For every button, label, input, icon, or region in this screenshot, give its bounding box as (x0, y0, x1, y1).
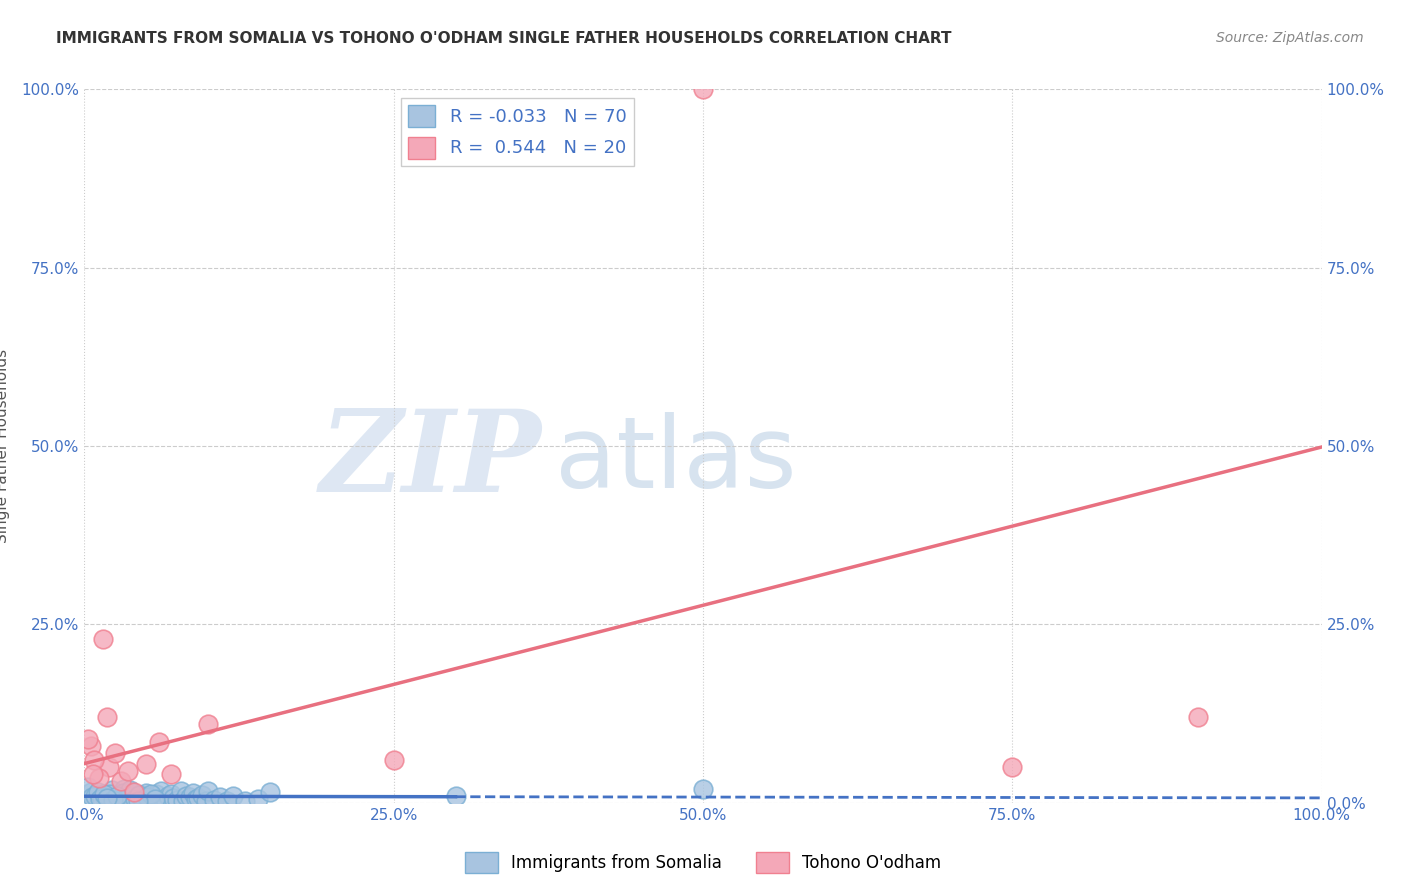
Text: atlas: atlas (554, 412, 796, 508)
Legend: R = -0.033   N = 70, R =  0.544   N = 20: R = -0.033 N = 70, R = 0.544 N = 20 (401, 98, 634, 166)
Point (80, 790, 103, 805)
Point (136, 790, 159, 805)
Point (115, 791, 138, 805)
Point (1187, 710, 1209, 724)
Point (98, 787, 121, 801)
Point (111, 786, 134, 800)
Point (120, 783, 142, 797)
Point (170, 784, 193, 798)
Point (128, 788, 150, 802)
Point (100, 783, 122, 797)
Point (108, 789, 131, 803)
Point (209, 790, 232, 805)
Point (104, 746, 127, 760)
Point (96, 790, 118, 805)
Point (184, 792, 207, 806)
Point (157, 789, 180, 804)
Point (90, 793, 112, 807)
Point (107, 789, 129, 804)
Point (692, 781, 714, 796)
Point (117, 790, 139, 805)
Point (692, 82, 714, 96)
Point (222, 789, 245, 803)
Point (84, 789, 107, 803)
Point (172, 794, 194, 808)
Point (77, 780, 100, 794)
Point (122, 785, 145, 799)
Point (181, 786, 204, 800)
Point (83, 753, 105, 767)
Point (259, 785, 281, 799)
Point (101, 793, 124, 807)
Legend: Immigrants from Somalia, Tohono O'odham: Immigrants from Somalia, Tohono O'odham (458, 846, 948, 880)
Point (197, 784, 219, 798)
Text: Source: ZipAtlas.com: Source: ZipAtlas.com (1216, 31, 1364, 45)
Point (1001, 760, 1024, 774)
Point (150, 783, 173, 797)
Point (122, 794, 145, 808)
Point (148, 793, 170, 807)
Point (110, 793, 132, 807)
Point (135, 786, 157, 800)
Text: IMMIGRANTS FROM SOMALIA VS TOHONO O'ODHAM SINGLE FATHER HOUSEHOLDS CORRELATION C: IMMIGRANTS FROM SOMALIA VS TOHONO O'ODHA… (56, 31, 952, 46)
Point (79, 739, 101, 753)
Point (112, 781, 135, 796)
Point (131, 794, 153, 808)
Point (174, 789, 197, 803)
Point (98, 794, 121, 808)
Point (233, 794, 256, 808)
Text: ZIP: ZIP (321, 405, 543, 516)
Point (162, 790, 184, 805)
Point (93, 787, 115, 801)
Point (138, 790, 160, 805)
Point (141, 787, 163, 801)
Point (105, 789, 128, 804)
Point (215, 794, 238, 808)
Point (94, 790, 117, 805)
Point (197, 717, 219, 731)
Y-axis label: Single Father Households: Single Father Households (0, 349, 10, 543)
Point (194, 794, 217, 808)
Point (89, 790, 111, 805)
Point (160, 767, 183, 781)
Point (166, 793, 188, 807)
Point (246, 792, 269, 806)
Point (87, 785, 110, 799)
Point (89, 791, 111, 805)
Point (89, 771, 111, 785)
Point (98, 760, 121, 774)
Point (444, 789, 467, 803)
Point (135, 756, 157, 771)
Point (77, 731, 100, 746)
Point (382, 753, 405, 767)
Point (82, 767, 104, 781)
Point (141, 791, 163, 805)
Point (145, 787, 167, 801)
Point (160, 787, 183, 801)
Point (91, 787, 114, 801)
Point (143, 792, 166, 806)
Point (132, 792, 155, 806)
Point (125, 789, 148, 804)
Point (96, 710, 118, 724)
Point (127, 794, 149, 808)
Point (187, 790, 209, 805)
Point (191, 788, 214, 802)
Point (117, 764, 139, 778)
Point (91, 632, 114, 646)
Point (83, 792, 105, 806)
Point (120, 785, 142, 799)
Point (124, 792, 146, 806)
Point (110, 774, 132, 789)
Point (129, 788, 152, 802)
Point (179, 790, 201, 805)
Point (79, 785, 101, 799)
Point (103, 794, 125, 808)
Point (104, 791, 127, 805)
Point (148, 735, 170, 749)
Point (153, 792, 176, 806)
Point (202, 793, 225, 807)
